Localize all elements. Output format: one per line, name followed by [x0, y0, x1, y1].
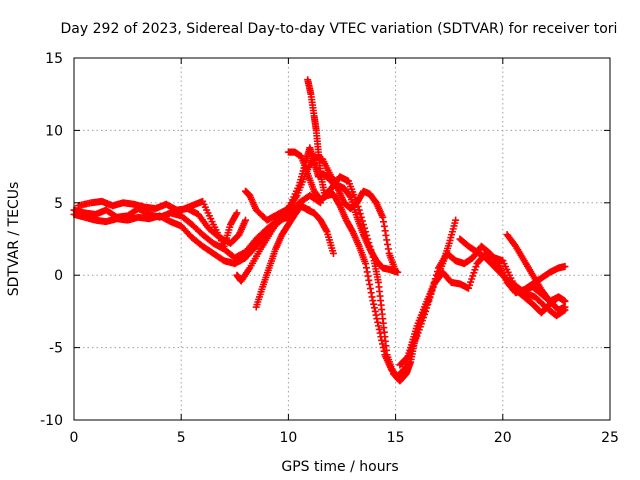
data-point: [428, 287, 436, 295]
data-point: [384, 245, 392, 253]
data-point: [378, 336, 386, 344]
data-point: [380, 218, 388, 226]
y-axis-label: SDTVAR / TECUs: [6, 182, 22, 297]
data-point: [368, 249, 376, 257]
data-point: [357, 213, 365, 221]
data-point: [363, 268, 371, 276]
data-point: [365, 276, 373, 284]
data-point: [370, 304, 378, 312]
data-point: [355, 206, 363, 214]
grid-lines: [74, 58, 610, 420]
data-point: [242, 216, 250, 224]
x-tick-label: 25: [601, 430, 619, 446]
data-point: [362, 264, 370, 272]
data-point: [232, 210, 240, 218]
data-point: [369, 253, 377, 261]
data-point: [380, 347, 388, 355]
data-point: [378, 340, 386, 348]
data-point: [380, 222, 388, 230]
x-axis-label: GPS time / hours: [281, 459, 398, 475]
data-point: [358, 217, 366, 225]
data-point: [233, 209, 241, 217]
data-point: [364, 235, 372, 243]
data-point: [427, 290, 435, 298]
series-track-13: [512, 263, 569, 297]
data-point: [329, 249, 337, 257]
data-point: [425, 297, 433, 305]
data-point: [346, 192, 354, 200]
plot-frame: [73, 57, 611, 421]
x-tick-label: 15: [387, 430, 405, 446]
data-point: [561, 263, 569, 271]
axis-ticks: [73, 57, 611, 421]
data-point: [356, 210, 364, 218]
series-track-4: [177, 197, 241, 250]
data-point: [368, 293, 376, 301]
data-point: [452, 216, 460, 224]
data-point: [361, 224, 369, 232]
data-point: [364, 272, 372, 280]
data-layer: [70, 76, 569, 385]
series-track-12: [503, 231, 569, 314]
y-tick-labels: -10 -5 0 5 10 15: [40, 51, 63, 429]
data-point: [322, 226, 330, 234]
data-point: [424, 301, 432, 309]
data-point: [367, 246, 375, 254]
data-point: [403, 353, 411, 361]
data-point: [371, 307, 379, 315]
data-point: [399, 366, 407, 374]
x-tick-label: 5: [177, 430, 186, 446]
data-point: [382, 231, 390, 239]
data-point: [365, 239, 373, 247]
data-point: [363, 231, 371, 239]
data-point: [354, 202, 362, 210]
data-point: [379, 213, 387, 221]
data-point: [377, 333, 385, 341]
data-point: [359, 221, 367, 229]
data-point: [372, 311, 380, 319]
data-point: [392, 267, 400, 275]
data-point: [367, 289, 375, 297]
data-point: [362, 228, 370, 236]
data-point: [369, 297, 377, 305]
data-point: [561, 303, 569, 311]
data-point: [374, 322, 382, 330]
x-tick-label: 20: [494, 430, 512, 446]
data-point: [366, 242, 374, 250]
data-point: [366, 285, 374, 293]
data-point: [362, 260, 370, 268]
y-tick-label: 10: [45, 123, 63, 139]
series-track-10: [396, 216, 460, 369]
y-tick-label: -10: [40, 413, 63, 429]
series-track-8: [304, 76, 569, 385]
data-point: [426, 294, 434, 302]
data-point: [379, 344, 387, 352]
data-point: [383, 236, 391, 244]
data-point: [370, 300, 378, 308]
data-point: [366, 280, 374, 288]
series-track-7: [252, 202, 337, 311]
data-point: [374, 318, 382, 326]
x-tick-labels: 0 5 10 15 20 25: [70, 430, 619, 446]
y-tick-label: 0: [54, 268, 63, 284]
y-tick-label: -5: [49, 341, 63, 357]
x-tick-label: 10: [279, 430, 297, 446]
data-point: [376, 329, 384, 337]
y-tick-label: 15: [45, 51, 63, 67]
chart-title: Day 292 of 2023, Sidereal Day-to-day VTE…: [61, 21, 618, 37]
x-tick-label: 0: [70, 430, 79, 446]
y-tick-label: 5: [54, 196, 63, 212]
data-point: [384, 240, 392, 248]
data-point: [429, 283, 437, 291]
data-point: [381, 227, 389, 235]
data-point: [373, 315, 381, 323]
data-point: [423, 304, 431, 312]
data-point: [375, 326, 383, 333]
data-point: [422, 307, 430, 315]
data-point: [353, 199, 361, 207]
